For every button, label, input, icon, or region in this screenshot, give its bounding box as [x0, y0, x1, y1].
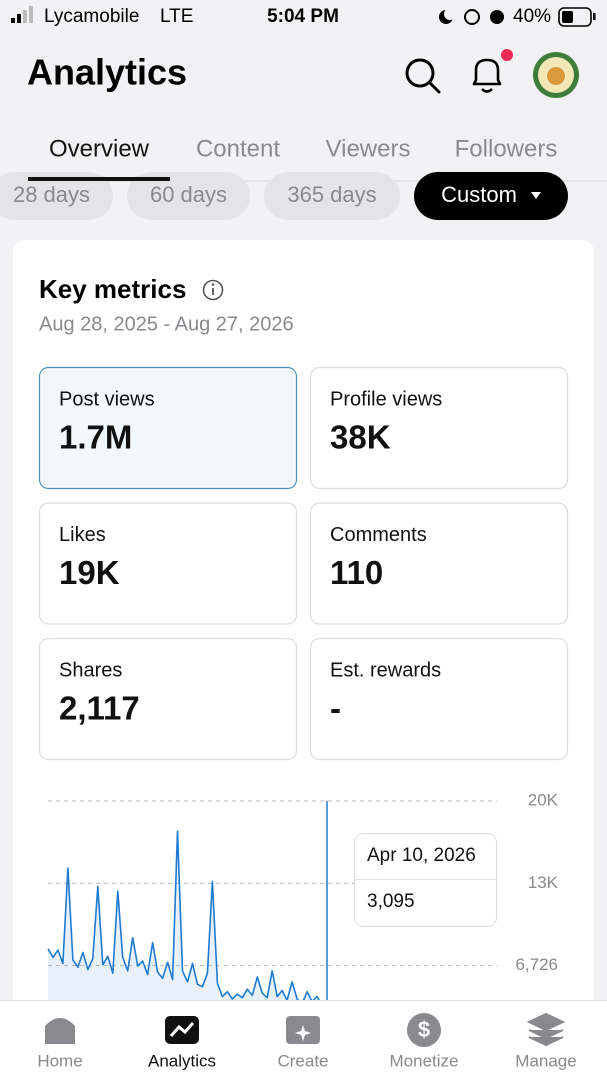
nav-label: Home [37, 1051, 82, 1070]
nav-item[interactable]: $ Monetize [390, 1013, 459, 1070]
metric-tile[interactable]: Shares 2,117 [38, 637, 298, 761]
metric-value: 38K [330, 419, 391, 456]
pill-bg [127, 172, 250, 220]
metric-value: 1.7M [59, 419, 132, 456]
range-pill[interactable]: 28 days [0, 172, 113, 220]
nav-item[interactable]: Manage [515, 1012, 577, 1070]
date-range: Aug 28, 2025 - Aug 27, 2026 [39, 313, 294, 335]
nav-label: Monetize [390, 1051, 459, 1070]
line [47, 830, 320, 1000]
metric-value: 110 [330, 554, 383, 591]
pill-bg [264, 172, 400, 220]
range-bar: 28 days 60 days 365 days Custom [0, 172, 568, 220]
metric-tile[interactable]: Est. rewards - [309, 637, 569, 761]
battery-text: 40% [513, 6, 551, 27]
nav-label: Manage [515, 1051, 576, 1070]
nav-icon [286, 1016, 320, 1044]
metric-tile[interactable]: Comments 110 [309, 502, 569, 625]
info-icon[interactable] [202, 279, 224, 301]
nav-item[interactable]: Home [37, 1018, 83, 1070]
metric-label: Likes [59, 524, 106, 546]
range-pill[interactable]: 60 days [127, 172, 250, 220]
pill-label: 365 days [287, 182, 376, 207]
tooltip-value: 3,095 [367, 891, 415, 912]
tab-underline [28, 177, 170, 181]
tab[interactable]: Overview [49, 135, 150, 162]
status-bar: Lycamobile LTE 5:04 PM 40% [11, 6, 596, 27]
tile-bg [38, 637, 298, 761]
nav-item[interactable]: Create [277, 1016, 329, 1070]
network: LTE [160, 6, 193, 27]
nav-item[interactable]: Analytics [148, 1016, 216, 1070]
range-pill[interactable]: Custom [414, 172, 568, 220]
nav-icon [165, 1016, 199, 1044]
range-pill[interactable]: 365 days [264, 172, 400, 220]
metric-value: - [330, 690, 341, 727]
metric-value: 2,117 [59, 690, 140, 727]
y-tick-label: 6,726 [515, 955, 558, 974]
metric-label: Comments [330, 524, 427, 546]
dropdown-caret [531, 192, 541, 199]
carrier: Lycamobile [44, 6, 139, 27]
tab[interactable]: Content [196, 135, 280, 162]
nav-icon: $ [407, 1013, 441, 1047]
search-button[interactable] [405, 58, 441, 94]
tile-bg [38, 366, 298, 490]
tab-bar: Overview Content Viewers Followers [28, 135, 557, 181]
pill-label: 28 days [13, 182, 90, 207]
notifications-button[interactable] [472, 49, 513, 93]
svg-text:$: $ [418, 1017, 430, 1042]
y-tick-label: 20K [528, 790, 559, 809]
tab[interactable]: Viewers [326, 135, 411, 162]
chart: 6,726 13K 20K Apr 10, 2026 3,095 [47, 790, 559, 1000]
metric-tile[interactable]: Likes 19K [38, 502, 298, 625]
tile-bg [309, 637, 569, 761]
tooltip: Apr 10, 2026 3,095 [354, 833, 497, 927]
tile-bg [309, 366, 569, 490]
metric-label: Shares [59, 659, 122, 681]
pill-label: Custom [441, 182, 517, 207]
nav-label: Analytics [148, 1051, 216, 1070]
metric-grid: Post views 1.7M Profile views 38K Likes 19K Co… [38, 366, 569, 761]
area [48, 831, 319, 1000]
tooltip-date: Apr 10, 2026 [367, 845, 476, 866]
y-tick-label: 13K [528, 873, 559, 892]
card-title: Key metrics [39, 274, 186, 304]
plot-area [47, 801, 328, 1000]
nav-icon [45, 1018, 75, 1044]
metric-value: 19K [59, 554, 120, 591]
metric-tile[interactable]: Post views 1.7M [38, 366, 298, 490]
pill-bg [414, 172, 568, 220]
pill-label: 60 days [150, 182, 227, 207]
nav-items: Home Analytics Create $ Monetize Manage [37, 1012, 577, 1070]
time: 5:04 PM [267, 6, 339, 27]
metric-label: Post views [59, 388, 155, 410]
metric-tile[interactable]: Profile views 38K [309, 366, 569, 490]
tile-bg [38, 502, 298, 625]
tab[interactable]: Followers [455, 135, 558, 162]
nav-icon [526, 1012, 566, 1047]
pill-bg [0, 172, 113, 220]
page-title: Analytics [27, 52, 187, 93]
nav-label: Create [277, 1051, 328, 1070]
avatar[interactable] [533, 52, 579, 98]
metric-label: Est. rewards [330, 659, 441, 681]
metric-label: Profile views [330, 388, 442, 410]
tile-bg [309, 502, 569, 625]
